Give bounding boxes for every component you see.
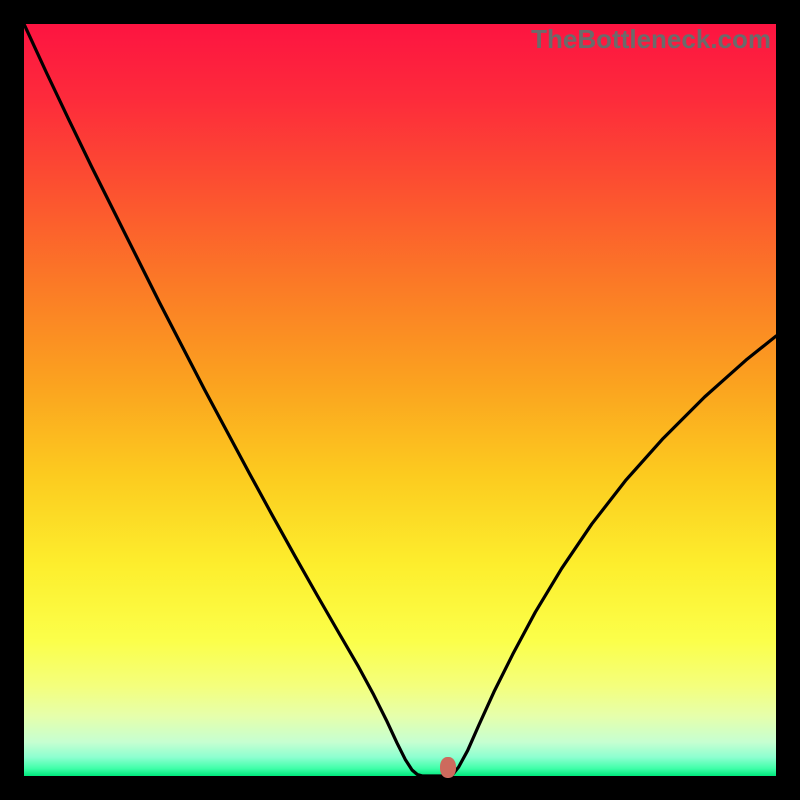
- plot-area: TheBottleneck.com: [24, 24, 776, 776]
- watermark-text: TheBottleneck.com: [531, 24, 771, 55]
- chart-frame: TheBottleneck.com: [0, 0, 800, 800]
- minimum-marker: [440, 757, 456, 778]
- gradient-background: [24, 24, 776, 776]
